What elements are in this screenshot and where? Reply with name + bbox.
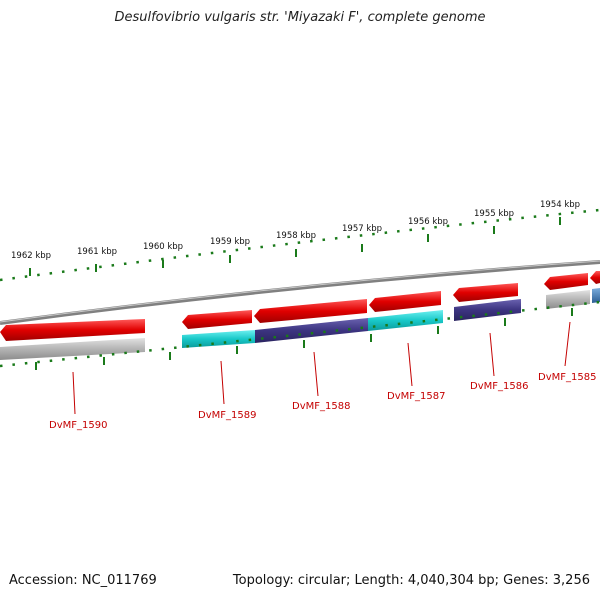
gene-arrow[interactable] xyxy=(453,283,518,302)
gene-arrow[interactable] xyxy=(590,271,600,284)
cog-block xyxy=(182,330,255,348)
scale-label: 1962 kbp xyxy=(11,251,51,261)
scale-label: 1957 kbp xyxy=(342,224,382,234)
cog-strand xyxy=(0,288,600,360)
map-title: Desulfovibrio vulgaris str. 'Miyazaki F'… xyxy=(114,10,486,25)
cog-block xyxy=(592,288,600,303)
gene-arrow[interactable] xyxy=(0,319,145,341)
gene-label[interactable]: DvMF_1587 xyxy=(387,391,445,402)
scale-label: 1961 kbp xyxy=(77,247,117,257)
scale-label: 1960 kbp xyxy=(143,242,183,252)
lower-major-ticks xyxy=(35,308,573,370)
accession-text: Accession: NC_011769 xyxy=(9,573,157,588)
scale-label: 1959 kbp xyxy=(210,237,250,247)
upper-scale: 1962 kbp 1961 kbp 1960 kbp 1959 kbp 1958… xyxy=(0,200,600,282)
gene-label[interactable]: DvMF_1590 xyxy=(49,420,107,431)
gene-arrow[interactable] xyxy=(369,291,441,312)
cog-block xyxy=(368,310,443,331)
scale-label: 1958 kbp xyxy=(276,231,316,241)
lower-scale xyxy=(0,300,600,370)
cog-block xyxy=(546,290,590,309)
cog-block xyxy=(255,318,368,343)
scale-label: 1956 kbp xyxy=(408,217,448,227)
gene-label[interactable]: DvMF_1586 xyxy=(470,381,528,392)
gene-arrow[interactable] xyxy=(544,273,588,290)
scale-label: 1954 kbp xyxy=(540,200,580,210)
lower-minor-ticks xyxy=(0,300,600,368)
gene-label[interactable]: DvMF_1588 xyxy=(292,401,350,412)
scale-label: 1955 kbp xyxy=(474,209,514,219)
gene-arrow[interactable] xyxy=(254,299,367,323)
forward-strand xyxy=(0,271,600,341)
cog-block xyxy=(0,338,145,360)
gene-label[interactable]: DvMF_1585 xyxy=(538,372,596,383)
genome-backbone xyxy=(0,260,600,325)
gene-label-leaders xyxy=(72,321,571,415)
topology-text: Topology: circular; Length: 4,040,304 bp… xyxy=(232,573,590,588)
gene-label[interactable]: DvMF_1589 xyxy=(198,410,256,421)
upper-major-ticks xyxy=(29,217,561,276)
gene-arrow[interactable] xyxy=(182,310,252,329)
upper-minor-ticks xyxy=(0,208,600,282)
cog-block xyxy=(454,299,521,321)
